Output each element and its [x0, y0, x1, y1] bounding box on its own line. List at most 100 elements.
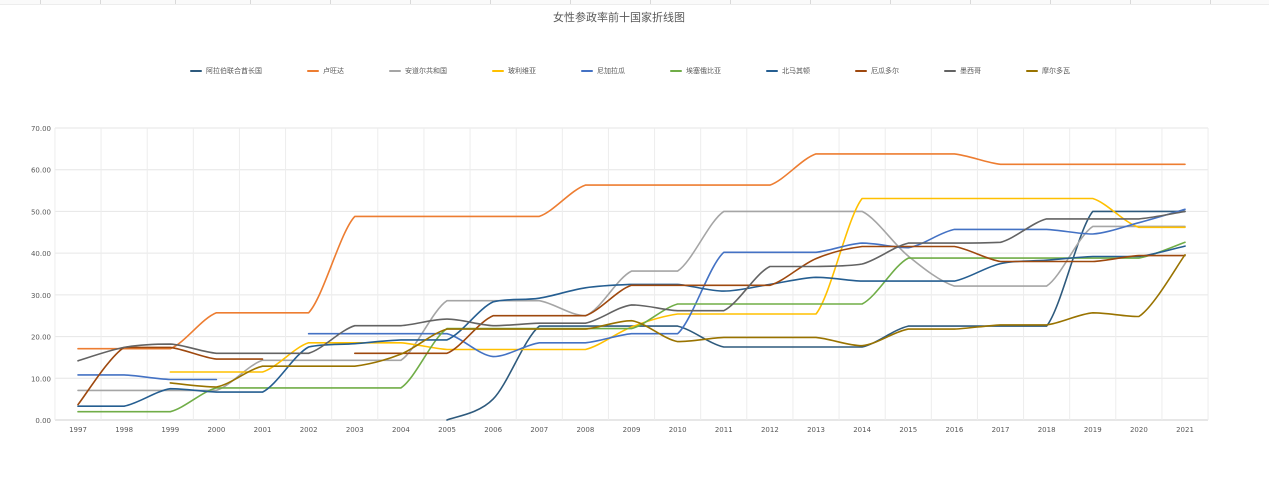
x-tick-label: 2005	[438, 426, 456, 434]
legend-label: 阿拉伯联合酋长国	[206, 67, 262, 75]
tab-divider	[410, 0, 411, 4]
x-tick-label: 2021	[1176, 426, 1194, 434]
x-tick-label: 2014	[853, 426, 871, 434]
tab-divider	[570, 0, 571, 4]
tab-divider	[100, 0, 101, 4]
x-tick-label: 2020	[1130, 426, 1148, 434]
x-tick-label: 1997	[69, 426, 87, 434]
series-path	[77, 153, 1186, 350]
y-tick-label: 0.00	[35, 417, 51, 425]
series-path	[446, 210, 1186, 421]
legend-label: 北马其顿	[782, 67, 810, 75]
x-tick-label: 2016	[945, 426, 963, 434]
tab-divider	[330, 0, 331, 4]
series-line	[169, 254, 1186, 388]
series-path	[354, 245, 1186, 355]
legend-swatch	[1026, 70, 1038, 72]
legend-swatch	[389, 70, 401, 72]
legend-label: 墨西哥	[960, 67, 981, 75]
top-tab-strip	[0, 0, 1269, 5]
x-tick-label: 2004	[392, 426, 410, 434]
x-tick-label: 1998	[115, 426, 133, 434]
x-tick-label: 2001	[254, 426, 272, 434]
legend-item[interactable]: 阿拉伯联合酋长国	[190, 66, 262, 76]
x-tick-label: 2003	[346, 426, 364, 434]
series-line	[169, 197, 1186, 373]
legend: 阿拉伯联合酋长国 卢旺达 安道尔共和国 玻利维亚 尼加拉瓜 埃塞俄比亚 北马其顿 厄瓜多尔 墨西…	[190, 64, 1070, 78]
legend-item[interactable]: 北马其顿	[766, 66, 810, 76]
tab-divider	[810, 0, 811, 4]
series-path	[169, 254, 1186, 388]
series-line	[77, 210, 1186, 392]
series-path	[77, 210, 1186, 392]
series-line	[77, 241, 1186, 413]
x-tick-label: 1999	[161, 426, 179, 434]
x-tick-label: 2011	[715, 426, 733, 434]
legend-item[interactable]: 安道尔共和国	[389, 66, 447, 76]
tab-divider	[890, 0, 891, 4]
series-line	[77, 245, 1186, 406]
series-path	[169, 197, 1186, 373]
chart-title: 女性参政率前十国家折线图	[553, 11, 685, 24]
tab-divider	[175, 0, 176, 4]
legend-swatch	[766, 70, 778, 72]
x-tick-label: 2012	[761, 426, 779, 434]
tab-divider	[970, 0, 971, 4]
tab-divider	[250, 0, 251, 4]
x-tick-label: 2006	[484, 426, 502, 434]
y-tick-label: 20.00	[31, 334, 51, 342]
x-tick-label: 2000	[207, 426, 225, 434]
tab-divider	[1050, 0, 1051, 4]
x-tick-label: 2010	[669, 426, 687, 434]
legend-item[interactable]: 墨西哥	[944, 66, 981, 76]
legend-label: 尼加拉瓜	[597, 67, 625, 75]
y-tick-label: 10.00	[31, 375, 51, 383]
series-line	[446, 210, 1186, 421]
x-tick-label: 2008	[576, 426, 594, 434]
legend-swatch	[492, 70, 504, 72]
legend-label: 玻利维亚	[508, 67, 536, 75]
legend-item[interactable]: 厄瓜多尔	[855, 66, 899, 76]
tab-divider	[730, 0, 731, 4]
legend-label: 摩尔多瓦	[1042, 67, 1070, 75]
x-tick-label: 2007	[530, 426, 548, 434]
series-line	[77, 153, 1186, 350]
y-tick-label: 50.00	[31, 208, 51, 216]
legend-item[interactable]: 埃塞俄比亚	[670, 66, 721, 76]
tab-divider	[1210, 0, 1211, 4]
legend-swatch	[190, 70, 202, 72]
y-tick-label: 40.00	[31, 250, 51, 258]
x-tick-label: 2013	[807, 426, 825, 434]
legend-swatch	[670, 70, 682, 72]
tab-divider	[1130, 0, 1131, 4]
series-path	[77, 245, 1186, 408]
legend-swatch	[581, 70, 593, 72]
tab-divider	[650, 0, 651, 4]
y-tick-label: 60.00	[31, 167, 51, 175]
x-tick-label: 2017	[992, 426, 1010, 434]
legend-item[interactable]: 尼加拉瓜	[581, 66, 625, 76]
legend-item[interactable]: 摩尔多瓦	[1026, 66, 1070, 76]
legend-swatch	[944, 70, 956, 72]
x-tick-label: 2009	[623, 426, 641, 434]
legend-label: 卢旺达	[323, 67, 344, 75]
series-path	[77, 346, 264, 406]
y-tick-label: 70.00	[31, 125, 51, 133]
x-tick-label: 2019	[1084, 426, 1102, 434]
gridlines	[54, 127, 1209, 421]
x-tick-label: 2015	[899, 426, 917, 434]
legend-item[interactable]: 玻利维亚	[492, 66, 536, 76]
legend-swatch	[307, 70, 319, 72]
legend-label: 埃塞俄比亚	[686, 67, 721, 75]
legend-item[interactable]: 卢旺达	[307, 66, 344, 76]
legend-swatch	[855, 70, 867, 72]
tab-divider	[40, 0, 41, 4]
x-tick-label: 2018	[1038, 426, 1056, 434]
series-line	[77, 210, 1186, 362]
x-tick-label: 2002	[300, 426, 318, 434]
tab-divider	[490, 0, 491, 4]
y-tick-label: 30.00	[31, 292, 51, 300]
series-path	[77, 241, 1186, 413]
legend-label: 厄瓜多尔	[871, 67, 899, 75]
